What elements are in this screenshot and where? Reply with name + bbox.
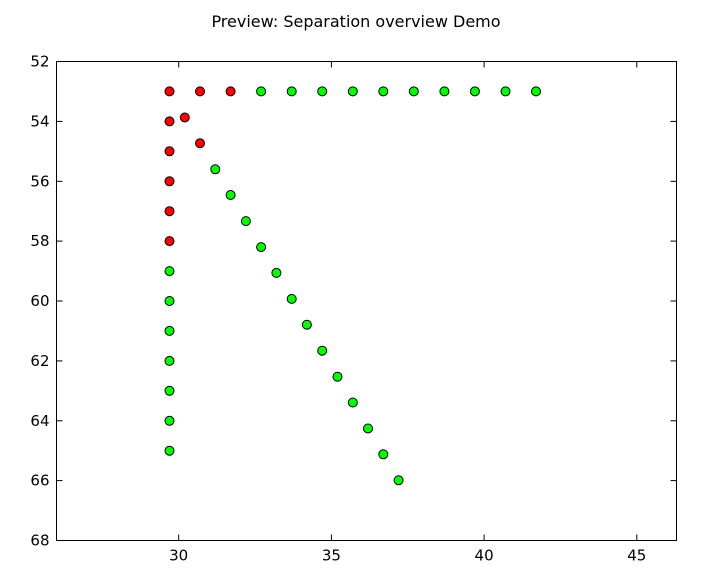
- data-point: [408, 86, 419, 97]
- data-point: [500, 86, 511, 97]
- data-point: [164, 266, 175, 277]
- x-tick-label: 45: [627, 547, 646, 565]
- data-point: [347, 397, 358, 408]
- data-point: [347, 86, 358, 97]
- data-point: [164, 385, 175, 396]
- x-tick-label: 30: [169, 547, 188, 565]
- data-point: [164, 236, 175, 247]
- data-point: [286, 86, 297, 97]
- data-point: [164, 146, 175, 157]
- data-point: [317, 86, 328, 97]
- y-tick-label: 64: [30, 412, 49, 430]
- data-point: [378, 86, 389, 97]
- data-point: [164, 415, 175, 426]
- data-point: [271, 267, 282, 278]
- data-point: [164, 176, 175, 187]
- plot-frame: [56, 61, 677, 541]
- data-point: [332, 371, 343, 382]
- y-tick-label: 68: [30, 532, 49, 550]
- data-point: [225, 86, 236, 97]
- data-point: [301, 319, 312, 330]
- x-tick-labels: 30 35 40 45: [169, 547, 646, 565]
- chart-title: Preview: Separation overview Demo: [211, 12, 500, 31]
- data-point: [240, 216, 251, 227]
- data-point: [164, 325, 175, 336]
- data-point: [363, 423, 373, 434]
- data-points: [164, 86, 541, 486]
- x-tick-label: 40: [475, 547, 494, 565]
- data-point: [210, 164, 221, 175]
- data-point: [164, 445, 175, 456]
- data-point: [378, 449, 389, 460]
- y-tick-label: 56: [30, 172, 49, 190]
- x-tick-label: 35: [322, 547, 341, 565]
- data-point: [469, 86, 480, 97]
- y-tick-labels: 52 54 56 58 60 62 64 66 68: [30, 53, 49, 550]
- y-tick-label: 54: [30, 112, 49, 130]
- data-point: [195, 86, 205, 97]
- data-point: [195, 138, 205, 149]
- data-point: [286, 293, 297, 304]
- data-point: [164, 296, 175, 306]
- y-tick-label: 52: [30, 53, 49, 71]
- y-tick-label: 62: [30, 352, 49, 370]
- data-point: [317, 345, 328, 356]
- data-point: [179, 112, 190, 123]
- data-point: [225, 190, 236, 200]
- data-point: [164, 116, 175, 127]
- data-point: [531, 86, 541, 97]
- y-tick-label: 66: [30, 472, 49, 490]
- data-point: [256, 242, 267, 253]
- data-point: [393, 475, 404, 486]
- data-point: [164, 355, 175, 366]
- y-tick-label: 60: [30, 292, 49, 310]
- data-point: [439, 86, 450, 97]
- data-point: [164, 86, 175, 97]
- data-point: [164, 206, 175, 217]
- data-point: [256, 86, 267, 97]
- axis-ticks: [56, 61, 677, 541]
- y-tick-label: 58: [30, 232, 49, 250]
